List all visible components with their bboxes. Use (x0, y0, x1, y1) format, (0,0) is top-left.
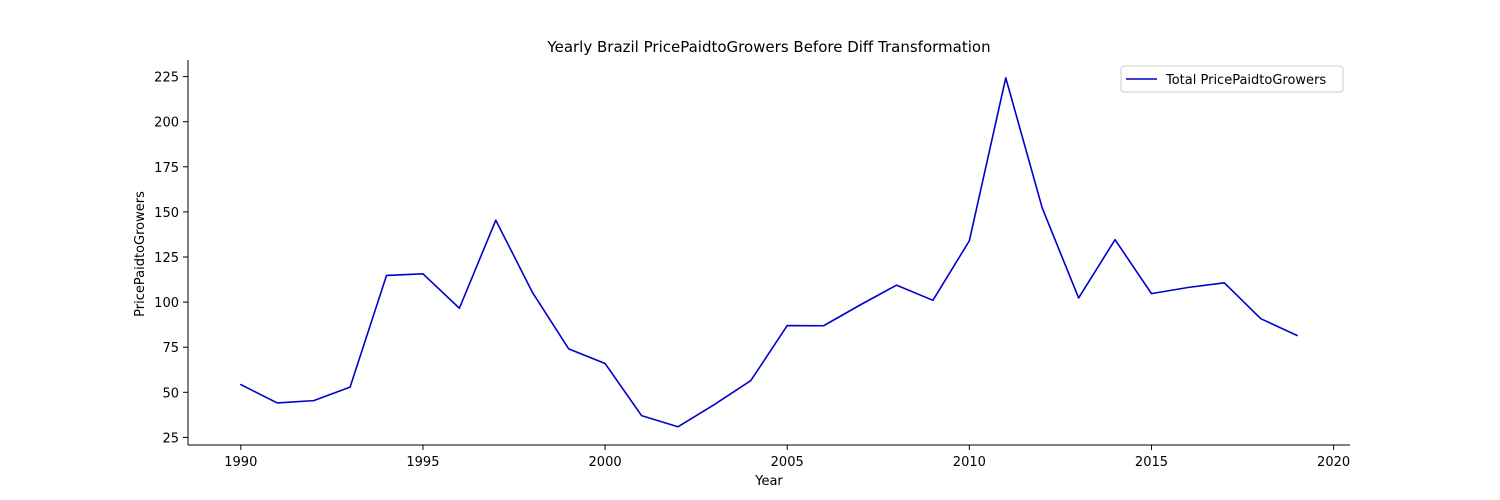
y-tick-label: 150 (154, 206, 179, 221)
legend: Total PricePaidtoGrowers (1120, 65, 1344, 93)
x-tick-label: 1990 (224, 455, 257, 470)
legend-label: Total PricePaidtoGrowers (1165, 73, 1326, 88)
y-tick-label: 225 (154, 71, 179, 86)
x-tick-label: 2000 (589, 455, 622, 470)
y-tick-label: 25 (162, 431, 179, 446)
x-tick-label: 1995 (406, 455, 439, 470)
legend-box (1120, 65, 1344, 93)
x-tick-label: 2015 (1135, 455, 1168, 470)
y-tick-label: 175 (154, 161, 179, 176)
y-tick-label: 125 (154, 251, 179, 266)
chart-title: Yearly Brazil PricePaidtoGrowers Before … (546, 38, 990, 56)
y-tick-label: 50 (162, 386, 179, 401)
series-line-0 (240, 77, 1298, 428)
x-tick-label: 2010 (953, 455, 986, 470)
y-axis-label: PricePaidtoGrowers (133, 191, 148, 317)
y-tick-label: 200 (154, 116, 179, 131)
x-tick-label: 2020 (1317, 455, 1350, 470)
x-tick-label: 2005 (771, 455, 804, 470)
plot-area: 1990 1995 2000 2005 2010 2015 2020 25 50 75 100 125… (154, 60, 1350, 470)
x-axis-label: Year (754, 474, 783, 489)
y-tick-label: 100 (154, 296, 179, 311)
y-tick-label: 75 (162, 341, 179, 356)
